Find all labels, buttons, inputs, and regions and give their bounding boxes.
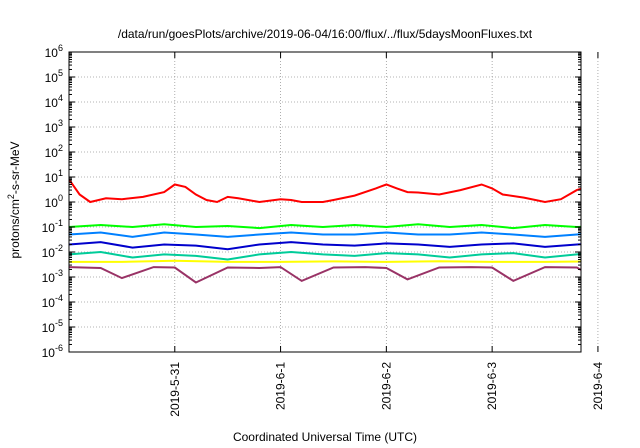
y-tick-label: 100 xyxy=(45,193,63,210)
series-group xyxy=(69,178,581,284)
y-tick-exponent: 3 xyxy=(58,118,63,128)
y-tick-base: 10 xyxy=(45,46,59,60)
y-tick-label: 106 xyxy=(45,43,63,60)
y-tick-exponent: 2 xyxy=(58,143,63,153)
y-axis-label-units: -s-sr-MeV xyxy=(8,141,22,194)
y-tick-label: 103 xyxy=(45,118,63,135)
y-tick-base: 10 xyxy=(42,346,56,360)
x-tick-label: 2019-6-4 xyxy=(591,362,605,410)
chart-title: /data/run/goesPlots/archive/2019-06-04/1… xyxy=(118,27,533,41)
y-tick-exponent: 6 xyxy=(58,43,63,53)
series-line-5 xyxy=(69,250,581,261)
y-axis: 10-610-510-410-310-210-11001011021031041… xyxy=(42,43,581,360)
y-tick-exponent: -1 xyxy=(55,218,63,228)
y-tick-exponent: -2 xyxy=(55,243,63,253)
y-tick-label: 10-3 xyxy=(42,268,63,285)
y-axis-label-exponent: 2 xyxy=(6,194,16,199)
y-tick-exponent: -5 xyxy=(55,318,63,328)
y-tick-label: 102 xyxy=(45,143,63,160)
y-tick-label: 10-1 xyxy=(42,218,63,235)
x-axis-label: Coordinated Universal Time (UTC) xyxy=(233,430,417,444)
y-tick-exponent: -6 xyxy=(55,343,63,353)
y-tick-label: 101 xyxy=(45,168,63,185)
y-tick-base: 10 xyxy=(45,146,59,160)
y-tick-exponent: 1 xyxy=(58,168,63,178)
plot-frame xyxy=(68,51,582,353)
y-tick-exponent: 4 xyxy=(58,93,63,103)
x-tick-label: 2019-6-2 xyxy=(379,362,393,410)
y-axis-label-main: protons/cm xyxy=(8,199,22,258)
series-line-4 xyxy=(69,241,581,251)
series-line-7 xyxy=(69,266,581,284)
y-tick-exponent: -4 xyxy=(55,293,63,303)
y-tick-base: 10 xyxy=(42,246,56,260)
y-tick-base: 10 xyxy=(42,296,56,310)
series-line-1 xyxy=(69,178,581,204)
y-tick-base: 10 xyxy=(42,321,56,335)
series-line-2 xyxy=(69,223,581,230)
y-tick-label: 10-5 xyxy=(42,318,63,335)
x-tick-label: 2019-5-31 xyxy=(168,362,182,417)
x-tick-label: 2019-6-1 xyxy=(274,362,288,410)
y-tick-exponent: 5 xyxy=(58,68,63,78)
y-tick-label: 10-4 xyxy=(42,293,63,310)
y-tick-base: 10 xyxy=(45,171,59,185)
y-tick-label: 10-2 xyxy=(42,243,63,260)
y-tick-label: 105 xyxy=(45,68,63,85)
series-line-6 xyxy=(69,259,581,263)
y-tick-base: 10 xyxy=(42,221,56,235)
y-tick-base: 10 xyxy=(45,71,59,85)
x-axis: 2019-5-31 2019-6-1 2019-6-2 2019-6-3 2019-6-… xyxy=(168,52,605,417)
series-line-3 xyxy=(69,231,581,238)
y-tick-base: 10 xyxy=(45,121,59,135)
y-tick-exponent: 0 xyxy=(58,193,63,203)
y-tick-label: 104 xyxy=(45,93,63,110)
y-tick-exponent: -3 xyxy=(55,268,63,278)
grid xyxy=(69,52,599,352)
y-tick-base: 10 xyxy=(45,96,59,110)
y-tick-base: 10 xyxy=(45,196,59,210)
y-axis-label: protons/cm2-s-sr-MeV xyxy=(6,141,22,258)
y-tick-label: 10-6 xyxy=(42,343,63,360)
y-tick-base: 10 xyxy=(42,271,56,285)
x-tick-label: 2019-6-3 xyxy=(485,362,499,410)
